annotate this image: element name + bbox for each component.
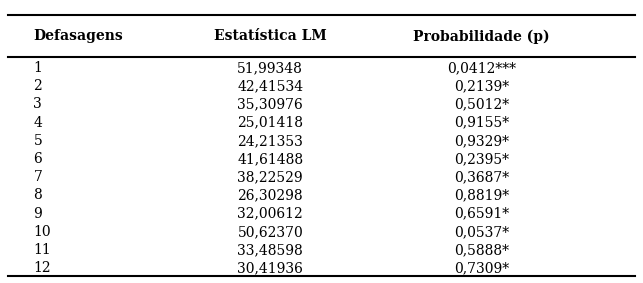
Text: 2: 2	[33, 79, 42, 93]
Text: 0,7309*: 0,7309*	[454, 261, 509, 275]
Text: 12: 12	[33, 261, 51, 275]
Text: 35,30976: 35,30976	[237, 97, 303, 112]
Text: 0,0412***: 0,0412***	[447, 61, 516, 75]
Text: 50,62370: 50,62370	[237, 225, 303, 239]
Text: Defasagens: Defasagens	[33, 29, 123, 43]
Text: 26,30298: 26,30298	[237, 188, 303, 202]
Text: 41,61488: 41,61488	[237, 152, 303, 166]
Text: 33,48598: 33,48598	[237, 243, 303, 257]
Text: 0,9329*: 0,9329*	[454, 134, 509, 148]
Text: 4: 4	[33, 115, 42, 130]
Text: 8: 8	[33, 188, 42, 202]
Text: 0,2395*: 0,2395*	[454, 152, 509, 166]
Text: 42,41534: 42,41534	[237, 79, 303, 93]
Text: 10: 10	[33, 225, 51, 239]
Text: 3: 3	[33, 97, 42, 112]
Text: 0,5888*: 0,5888*	[454, 243, 509, 257]
Text: Probabilidade (p): Probabilidade (p)	[413, 29, 550, 44]
Text: 5: 5	[33, 134, 42, 148]
Text: 0,3687*: 0,3687*	[454, 170, 509, 184]
Text: 0,9155*: 0,9155*	[454, 115, 509, 130]
Text: 0,0537*: 0,0537*	[454, 225, 509, 239]
Text: 25,01418: 25,01418	[237, 115, 303, 130]
Text: 24,21353: 24,21353	[237, 134, 303, 148]
Text: 0,2139*: 0,2139*	[454, 79, 509, 93]
Text: 0,8819*: 0,8819*	[454, 188, 509, 202]
Text: 7: 7	[33, 170, 42, 184]
Text: 30,41936: 30,41936	[237, 261, 303, 275]
Text: 11: 11	[33, 243, 51, 257]
Text: 9: 9	[33, 207, 42, 221]
Text: 0,6591*: 0,6591*	[454, 207, 509, 221]
Text: 51,99348: 51,99348	[237, 61, 303, 75]
Text: 6: 6	[33, 152, 42, 166]
Text: 0,5012*: 0,5012*	[454, 97, 509, 112]
Text: 38,22529: 38,22529	[237, 170, 303, 184]
Text: 32,00612: 32,00612	[237, 207, 303, 221]
Text: 1: 1	[33, 61, 42, 75]
Text: Estatística LM: Estatística LM	[214, 29, 327, 43]
